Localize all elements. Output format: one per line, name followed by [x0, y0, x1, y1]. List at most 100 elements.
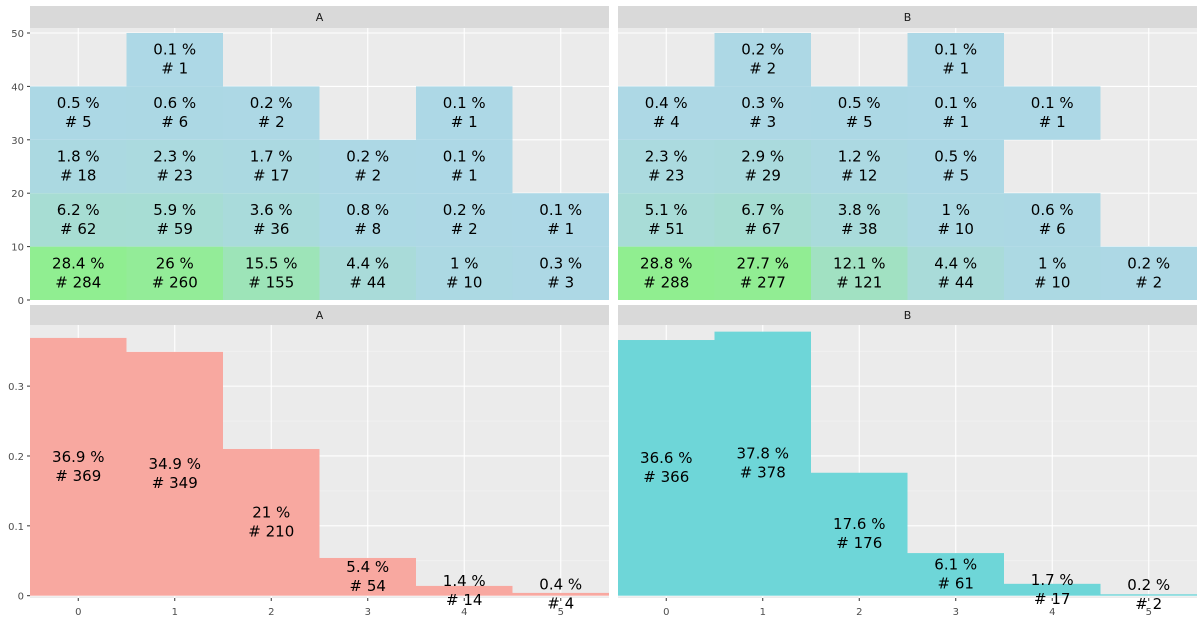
bar-pct-label: 37.8 % [737, 445, 789, 463]
cell-count-label: # 10 [1034, 273, 1070, 291]
bar-pct-label: 6.1 % [934, 555, 977, 573]
heatmap-cell [512, 246, 609, 300]
cell-pct-label: 1.7 % [250, 148, 293, 166]
bar-count-label: # 54 [350, 577, 386, 595]
x-tick-label: 0 [75, 607, 81, 618]
bar-pct-label: 1.4 % [443, 572, 486, 590]
bar-pct-label: 36.9 % [52, 448, 104, 466]
bar-pct-label: 36.6 % [640, 449, 692, 467]
cell-pct-label: 0.5 % [57, 94, 100, 112]
x-tick-label: 5 [1146, 607, 1152, 618]
cell-pct-label: 4.4 % [346, 254, 389, 272]
cell-pct-label: 0.6 % [1031, 201, 1074, 219]
bar [811, 472, 908, 596]
bar-count-label: # 378 [740, 464, 786, 482]
bar [126, 351, 223, 596]
bar-pct-label: 0.2 % [1127, 576, 1170, 594]
heatmap-cell [126, 139, 223, 194]
cell-count-label: # 44 [350, 273, 386, 291]
cell-count-label: # 10 [938, 220, 974, 238]
heatmap-panel-A: A 28.4 %# 284 6.2 %# 62 1.8 %# 18 0.5 %# 5 26… [11, 6, 609, 307]
y-tick-label: 0.3 [8, 382, 24, 393]
heatmap-cell [907, 246, 1004, 300]
heatmap-cell [30, 139, 127, 194]
heatmap-cell [618, 246, 715, 300]
heatmap-cell [512, 193, 609, 247]
facet-strip-label: A [316, 309, 324, 322]
cell-count-label: # 1 [451, 113, 478, 131]
cell-pct-label: 3.8 % [838, 201, 881, 219]
heatmap-cell [126, 33, 223, 87]
x-tick-label: 0 [663, 607, 669, 618]
bar-count-label: # 366 [643, 468, 689, 486]
heatmap-cell [811, 86, 908, 140]
cell-count-label: # 121 [836, 273, 882, 291]
cell-pct-label: 2.3 % [645, 148, 688, 166]
heatmap-cell [416, 139, 513, 194]
cell-pct-label: 3.6 % [250, 201, 293, 219]
bar [618, 340, 715, 596]
x-tick-label: 5 [558, 607, 564, 618]
heatmap-cell [618, 139, 715, 194]
cell-count-label: # 260 [152, 273, 198, 291]
heatmap-cell [30, 193, 127, 247]
cell-pct-label: 0.5 % [934, 148, 977, 166]
cell-pct-label: 4.4 % [934, 254, 977, 272]
cell-count-label: # 67 [745, 220, 781, 238]
cell-pct-label: 1 % [941, 201, 970, 219]
cell-count-label: # 6 [161, 113, 188, 131]
bar-pct-label: 17.6 % [833, 515, 885, 533]
cell-count-label: # 6 [1039, 220, 1066, 238]
x-tick-label: 4 [1049, 607, 1055, 618]
cell-pct-label: 6.7 % [741, 201, 784, 219]
heatmap-cell [618, 86, 715, 140]
bar-pct-label: 1.7 % [1031, 571, 1074, 589]
bar-pct-label: 34.9 % [149, 455, 201, 473]
bar-count-label: # 61 [938, 574, 974, 592]
heatmap-cell [714, 246, 811, 300]
cell-pct-label: 1.8 % [57, 148, 100, 166]
facet-strip-label: A [316, 11, 324, 24]
cell-pct-label: 1 % [1038, 254, 1067, 272]
cell-pct-label: 0.1 % [1031, 94, 1074, 112]
cell-count-label: # 284 [55, 273, 101, 291]
bar-count-label: # 2 [1135, 595, 1162, 613]
cell-count-label: # 2 [258, 113, 285, 131]
cell-pct-label: 0.8 % [346, 201, 389, 219]
heatmap-cell [907, 86, 1004, 140]
bar-count-label: # 369 [55, 467, 101, 485]
bar [223, 448, 320, 596]
y-tick-label: 40 [11, 82, 24, 93]
x-tick-label: 2 [268, 607, 274, 618]
cell-count-label: # 2 [1135, 273, 1162, 291]
cell-pct-label: 0.6 % [153, 94, 196, 112]
bar [512, 592, 609, 596]
heatmap-cell [223, 193, 320, 247]
cell-pct-label: 0.4 % [645, 94, 688, 112]
heatmap-cell [416, 246, 513, 300]
cell-pct-label: 0.5 % [838, 94, 881, 112]
bar-pct-label: 5.4 % [346, 558, 389, 576]
cell-count-label: # 1 [547, 220, 574, 238]
heatmap-cell [126, 246, 223, 300]
heatmap-panel-B: B 28.8 %# 288 5.1 %# 51 2.3 %# 23 0.4 %# 4 27… [618, 6, 1197, 301]
cell-pct-label: 0.1 % [443, 94, 486, 112]
cell-count-label: # 1 [942, 113, 969, 131]
cell-count-label: # 277 [740, 273, 786, 291]
bar [319, 557, 416, 596]
y-tick-label: 30 [11, 136, 24, 147]
cell-count-label: # 2 [354, 167, 381, 185]
facet-strip-label: B [904, 309, 912, 322]
cell-pct-label: 0.1 % [443, 148, 486, 166]
x-tick-label: 1 [172, 607, 178, 618]
cell-pct-label: 1.2 % [838, 148, 881, 166]
heatmap-cell [907, 193, 1004, 247]
heatmap-cell [223, 86, 320, 140]
heatmap-cell [1004, 193, 1101, 247]
bar-panel-A: A 36.9 %# 369 34.9 %# 349 21 %# 210 5.4 %# 5… [8, 305, 609, 618]
cell-count-label: # 1 [161, 60, 188, 78]
x-tick-label: 2 [856, 607, 862, 618]
